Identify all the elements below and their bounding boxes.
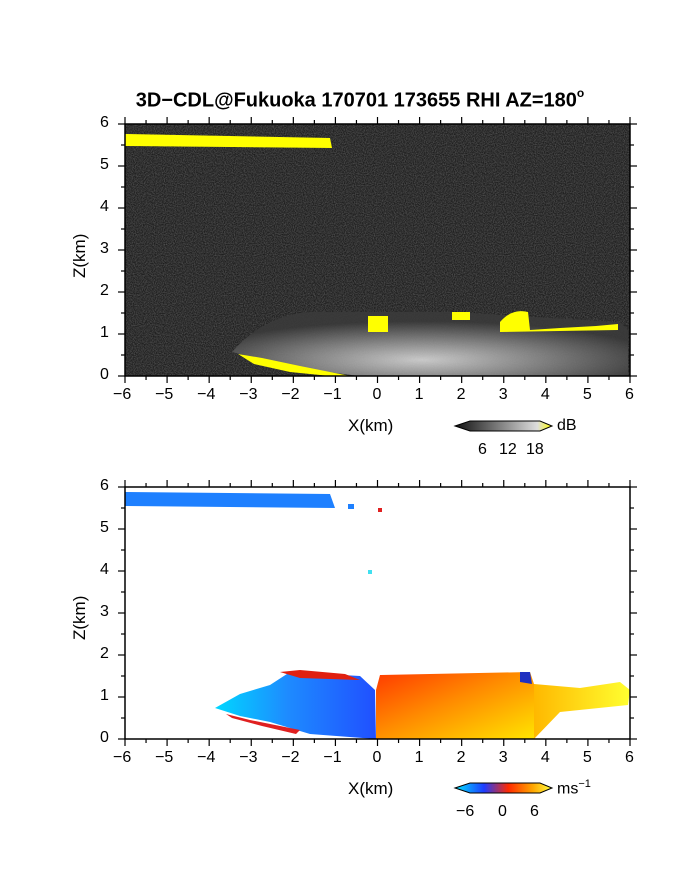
- positive-velocity-region: [376, 672, 534, 739]
- velocity-blue-patch: [520, 672, 532, 684]
- intensity-panel: [118, 117, 637, 383]
- x-tick-label: 0: [372, 386, 382, 403]
- velocity-colorbar-tick: −6: [456, 803, 475, 820]
- x-tick-label: 5: [582, 386, 592, 403]
- velocity-colorbar-bar: [453, 782, 554, 794]
- x-tick-label: 4: [540, 749, 550, 766]
- velocity-colorbar: [453, 782, 554, 794]
- intensity-colorbar-unit: dB: [557, 417, 577, 434]
- x-tick-label: 1: [414, 749, 424, 766]
- y-tick-label: 5: [100, 519, 109, 536]
- y-tick-label: 4: [100, 561, 109, 578]
- yellow-patch: [452, 312, 470, 320]
- y-tick-label: 3: [100, 240, 109, 257]
- x-tick-label: −1: [323, 386, 342, 403]
- y-tick-label: 4: [100, 198, 109, 215]
- x-tick-label: 2: [456, 749, 466, 766]
- x-tick-label: −4: [197, 749, 216, 766]
- x-tick-label: −3: [239, 386, 258, 403]
- x-tick-label: 5: [582, 749, 592, 766]
- intensity-colorbar-bar: [453, 420, 554, 432]
- y-tick-label: 1: [100, 687, 109, 704]
- intensity-colorbar-tick: 18: [526, 441, 544, 458]
- y-tick-label: 2: [100, 282, 109, 299]
- intensity-y-axis-label: Z(km): [70, 233, 89, 278]
- velocity-colorbar-tick: 0: [498, 803, 507, 820]
- velocity-ticks: [118, 480, 637, 746]
- yellow-layer: [125, 134, 332, 148]
- x-tick-label: −5: [155, 386, 174, 403]
- velocity-top-red: [280, 670, 360, 680]
- x-tick-label: 1: [414, 386, 424, 403]
- x-tick-label: −6: [113, 386, 132, 403]
- x-tick-label: −2: [281, 386, 300, 403]
- x-tick-label: 6: [625, 386, 634, 403]
- velocity-dot: [378, 508, 382, 512]
- y-tick-label: 1: [100, 324, 109, 341]
- velocity-red-patch: [226, 714, 300, 734]
- x-tick-label: 0: [372, 749, 382, 766]
- x-tick-label: −6: [113, 749, 132, 766]
- intensity-colorbar: [453, 420, 554, 432]
- x-tick-label: 2: [456, 386, 466, 403]
- x-tick-label: −1: [323, 749, 342, 766]
- y-tick-label: 0: [100, 729, 109, 746]
- positive-outflow-region: [534, 682, 630, 739]
- y-tick-label: 0: [100, 366, 109, 383]
- intensity-colorbar-tick: 6: [478, 441, 487, 458]
- velocity-y-axis-label: Z(km): [70, 595, 89, 640]
- x-tick-label: 3: [498, 749, 508, 766]
- x-tick-label: 3: [498, 386, 508, 403]
- velocity-layer: [125, 492, 335, 508]
- x-tick-label: 4: [540, 386, 550, 403]
- x-tick-label: −5: [155, 749, 174, 766]
- velocity-colorbar-tick: 6: [530, 803, 539, 820]
- y-tick-label: 6: [100, 114, 109, 131]
- intensity-colorbar-tick: 12: [499, 441, 517, 458]
- velocity-x-axis-label: X(km): [348, 779, 394, 798]
- negative-velocity-region: [215, 672, 376, 739]
- yellow-patch: [500, 311, 618, 332]
- velocity-dot: [348, 504, 354, 509]
- y-tick-label: 6: [100, 477, 109, 494]
- yellow-ground-echo: [238, 354, 350, 376]
- velocity-dot: [368, 570, 372, 574]
- y-tick-label: 3: [100, 603, 109, 620]
- x-tick-label: −2: [281, 749, 300, 766]
- velocity-colorbar-unit: ms−1: [557, 778, 591, 798]
- intensity-ticks: [118, 117, 637, 383]
- chart-title: 3D−CDL@Fukuoka 170701 173655 RHI AZ=180o: [135, 86, 585, 112]
- x-tick-label: −3: [239, 749, 258, 766]
- y-tick-label: 5: [100, 156, 109, 173]
- intensity-x-axis-label: X(km): [348, 416, 394, 435]
- velocity-panel: [118, 480, 637, 746]
- x-tick-label: 6: [625, 749, 634, 766]
- y-tick-label: 2: [100, 645, 109, 662]
- x-tick-label: −4: [197, 386, 216, 403]
- yellow-patch: [368, 316, 388, 332]
